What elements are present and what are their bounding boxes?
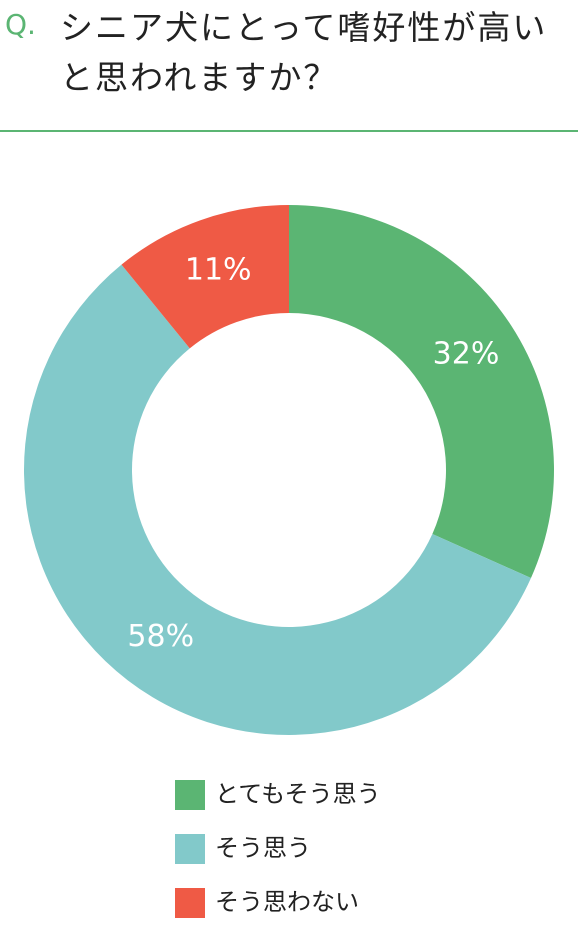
donut-slice bbox=[289, 205, 555, 579]
question-label: Q. bbox=[5, 8, 36, 41]
data-label: 58% bbox=[127, 619, 194, 654]
legend-swatch bbox=[175, 780, 205, 810]
legend-label: そう思わない bbox=[215, 888, 359, 916]
legend-swatch bbox=[175, 834, 205, 864]
donut-slice bbox=[24, 264, 531, 736]
legend-label: とてもそう思う bbox=[215, 780, 381, 808]
question-title: シニア犬にとって嗜好性が高いと思われますか？ bbox=[60, 8, 548, 97]
data-label: 11% bbox=[185, 253, 252, 288]
legend-label: そう思う bbox=[215, 834, 311, 862]
legend-swatch bbox=[175, 888, 205, 918]
data-label: 32% bbox=[433, 337, 500, 372]
donut-slice bbox=[121, 205, 289, 349]
divider bbox=[0, 130, 578, 132]
